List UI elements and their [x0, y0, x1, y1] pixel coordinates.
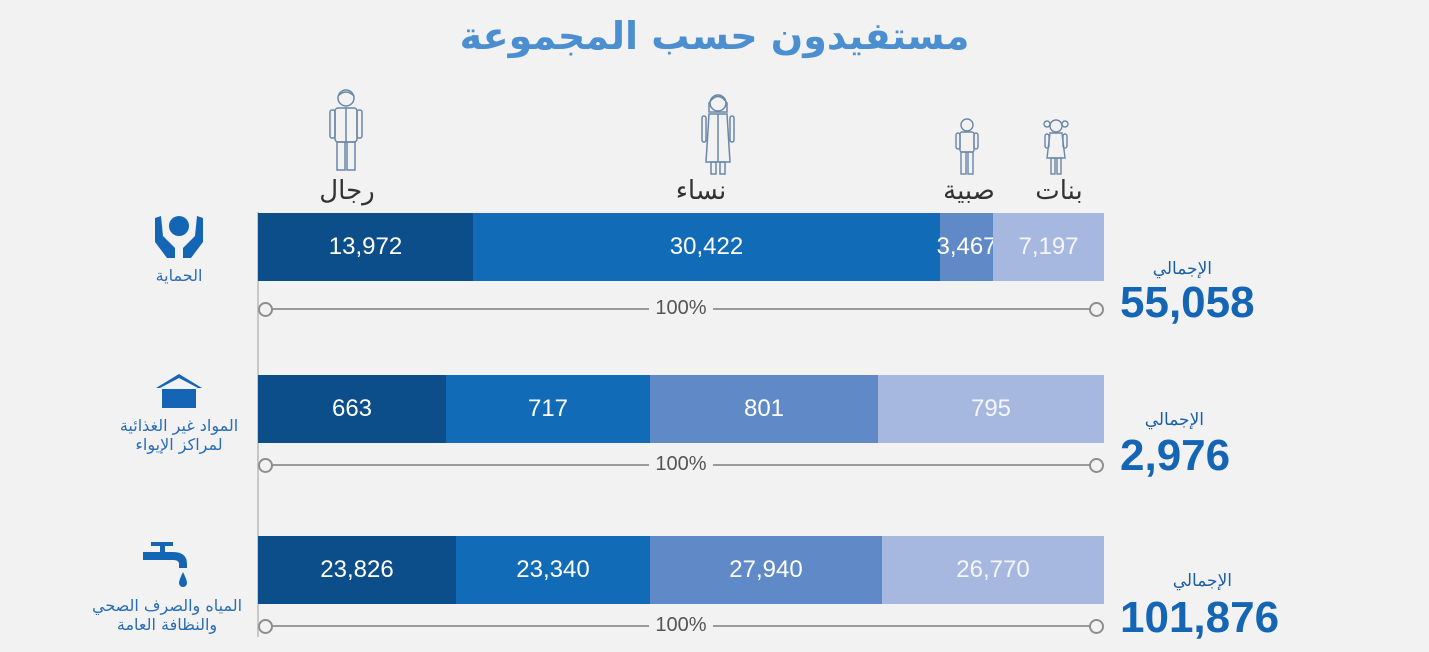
sector-label-line1: المياه والصرف الصحي	[91, 596, 243, 615]
label-boys: صبية	[943, 176, 995, 206]
bar-segment-girls: 795	[878, 375, 1104, 443]
shelter-icon	[156, 374, 202, 408]
sector-label-line2: لمراكز الإيواء	[135, 435, 223, 454]
group-header: رجال نساء صبية بنات	[0, 88, 1429, 213]
bar-segment-women: 30,422	[473, 213, 940, 281]
scale-dot-right	[1089, 302, 1104, 317]
man-icon	[329, 89, 363, 171]
bar-segment-women: 717	[446, 375, 650, 443]
scale-dot-right	[1089, 458, 1104, 473]
scale-dot-right	[1089, 619, 1104, 634]
bar-row: 13,972 30,422 3,467 7,197	[258, 213, 1104, 281]
total-value-2: 101,876	[1120, 593, 1280, 642]
boy-icon	[955, 118, 979, 175]
total-label-0: الإجمالي	[1152, 259, 1212, 279]
total-value-0: 55,058	[1120, 278, 1255, 327]
label-men: رجال	[319, 176, 375, 206]
percent-label: 100%	[649, 614, 713, 636]
scale-dot-left	[258, 458, 273, 473]
bar-segment-boys: 27,940	[650, 536, 882, 604]
hands-protection-icon	[155, 216, 203, 258]
water-tap-icon	[143, 542, 187, 587]
total-label-2: الإجمالي	[1172, 571, 1232, 591]
sector-wash: المياه والصرف الصحي والنظافة العامة	[52, 542, 282, 634]
bar-segment-men: 13,972	[258, 213, 473, 281]
bar-segment-boys: 801	[650, 375, 878, 443]
percent-scale: 100%	[258, 614, 1104, 636]
sector-label-line1: المواد غير الغذائية	[119, 416, 239, 435]
percent-label: 100%	[649, 453, 713, 475]
girl-icon	[1043, 119, 1069, 175]
bar-row: 23,826 23,340 27,940 26,770	[258, 536, 1104, 604]
label-girls: بنات	[1035, 176, 1083, 206]
scale-dot-left	[258, 619, 273, 634]
bar-segment-boys: 3,467	[936, 213, 997, 281]
sector-nfi: المواد غير الغذائية لمراكز الإيواء	[64, 372, 294, 454]
bar-segment-girls: 7,197	[993, 213, 1104, 281]
percent-label: 100%	[649, 297, 713, 319]
sector-label: الحماية	[155, 266, 203, 285]
woman-icon	[701, 94, 735, 175]
chart-title: مستفيدون حسب المجموعة	[459, 14, 970, 58]
sector-protection: الحماية	[64, 212, 294, 285]
bar-segment-girls: 26,770	[882, 536, 1104, 604]
total-value-1: 2,976	[1120, 431, 1231, 480]
sector-label-line2: والنظافة العامة	[116, 615, 218, 634]
bar-row: 663 717 801 795	[258, 375, 1104, 443]
bar-segment-men: 663	[258, 375, 446, 443]
bar-segment-women: 23,340	[456, 536, 650, 604]
bar-segment-men: 23,826	[258, 536, 456, 604]
label-women: نساء	[675, 176, 727, 206]
percent-scale: 100%	[258, 297, 1104, 319]
scale-dot-left	[258, 302, 273, 317]
percent-scale: 100%	[258, 453, 1104, 475]
total-label-1: الإجمالي	[1144, 410, 1204, 430]
